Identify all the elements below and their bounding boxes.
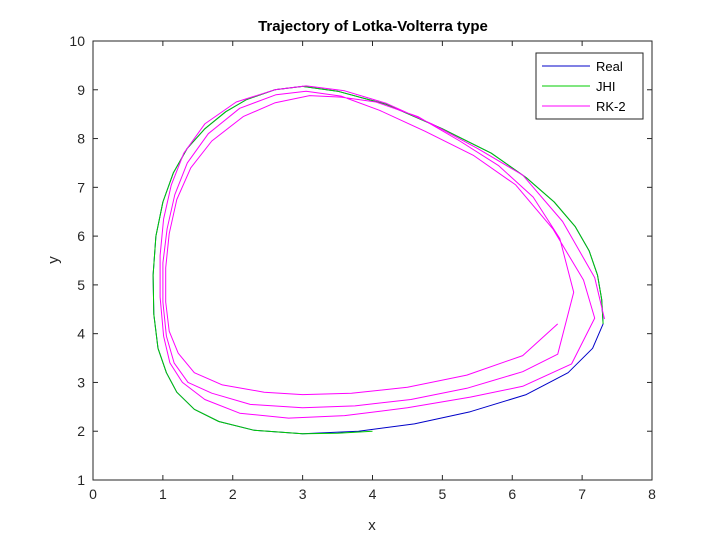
series-layer	[152, 85, 605, 435]
y-tick-label: 9	[77, 82, 85, 98]
y-tick-label: 5	[77, 277, 85, 293]
chart-title: Trajectory of Lotka-Volterra type	[258, 18, 488, 35]
y-axis-label: y	[45, 256, 62, 264]
legend-label-rk-2: RK-2	[596, 99, 626, 114]
y-tick-label: 6	[77, 228, 85, 244]
y-tick-label: 10	[69, 33, 85, 49]
legend-label-jhi: JHI	[596, 79, 616, 94]
y-tick-label: 1	[77, 472, 85, 488]
x-tick-label: 4	[369, 486, 377, 502]
x-tick-label: 2	[229, 486, 237, 502]
x-tick-label: 8	[648, 486, 656, 502]
y-tick-label: 2	[77, 423, 85, 439]
x-tick-label: 7	[578, 486, 586, 502]
series-line-rk-2	[159, 85, 605, 419]
y-tick-label: 8	[77, 131, 85, 147]
y-tick-label: 3	[77, 374, 85, 390]
x-tick-label: 6	[508, 486, 516, 502]
x-tick-label: 1	[159, 486, 167, 502]
y-tick-label: 7	[77, 179, 85, 195]
x-tick-label: 5	[438, 486, 446, 502]
series-line-jhi	[152, 85, 604, 435]
legend: Real JHI RK-2	[535, 52, 644, 120]
x-axis-label: x	[368, 517, 376, 534]
legend-label-real: Real	[596, 59, 623, 74]
x-tick-label: 3	[299, 486, 307, 502]
x-tick-label: 0	[89, 486, 97, 502]
y-tick-label: 4	[77, 326, 85, 342]
